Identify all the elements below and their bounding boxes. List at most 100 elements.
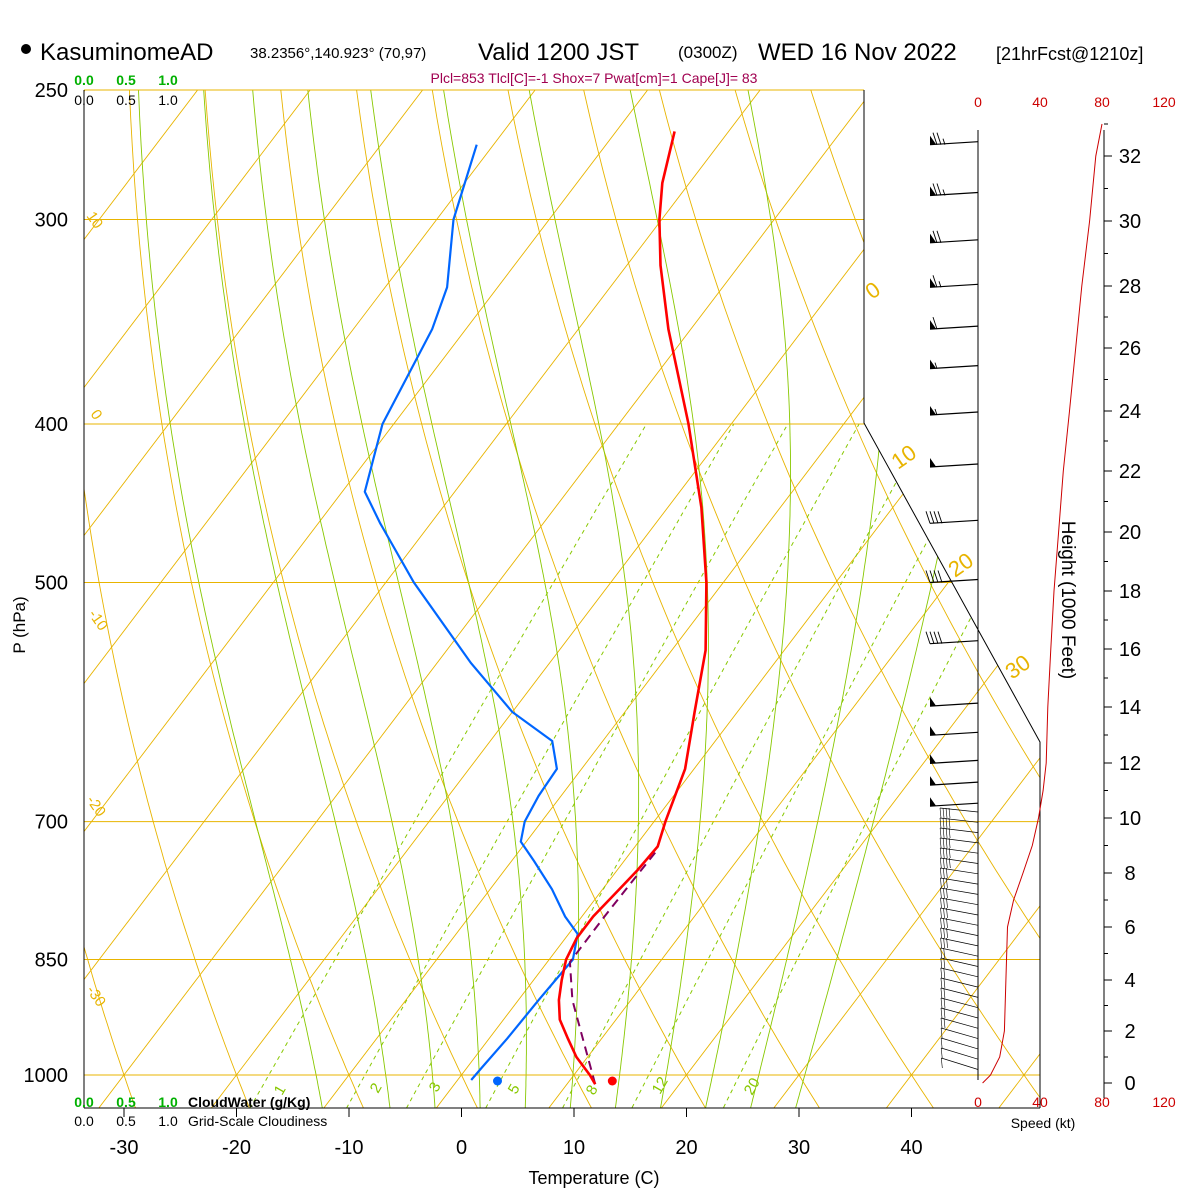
pressure-tick-label: 700 [35,812,68,834]
wind-barb-full [940,907,942,919]
wind-barb-staff [941,1057,979,1070]
isotherm [84,90,243,1108]
isobars [84,89,1040,1076]
wind-barb-full [940,927,942,939]
wind-barb-flag [930,233,936,243]
wind-barb-full [945,817,948,829]
wind-barb-full [929,511,935,524]
wind-barb [929,754,979,764]
wind-barb-full [939,837,942,849]
moist-adiabat [438,90,580,1108]
wind-barb-full [929,631,935,644]
wind-barb-half [934,362,938,369]
wind-barb-full [937,570,943,583]
isotherm [137,90,1031,1108]
surface-temperature-point [607,1076,617,1086]
cloud-water-tick-bottom: 0.0 [74,1094,94,1110]
wind-barb-full [939,827,942,839]
wind-barb-full [932,316,938,330]
cloudiness-tick-bottom: 0.0 [74,1113,94,1129]
x-tick-label: 30 [788,1137,810,1159]
wind-barb [940,897,979,909]
wind-barb-flag [930,776,936,786]
mixing-ratio-label: 2 [367,1080,386,1096]
speed-tick-label-top: 80 [1094,94,1110,110]
wind-barb-flag [930,458,936,467]
wind-barb-flag [930,406,936,415]
wind-barb [940,907,979,919]
wind-barb-full [937,511,943,524]
wind-barb-full [933,631,939,644]
height-tick-label: 2 [1124,1021,1135,1043]
dry-adiabat [277,90,593,1108]
wind-barb-full [940,1027,943,1039]
isotherm [700,90,1040,1108]
moist-adiabat [304,90,481,1108]
height-tick-label: 10 [1119,808,1141,830]
wind-barb-full [948,827,951,839]
speed-tick-label-bottom: 40 [1032,1094,1048,1110]
wind-barb-staff [940,907,979,916]
wind-barb [940,927,979,939]
right-frame [863,90,1041,1108]
speed-tick-label-top: 40 [1032,94,1048,110]
height-tick-label: 16 [1119,639,1141,661]
wind-barb-full [940,957,943,969]
wind-barb [940,977,979,989]
height-tick-label: 22 [1119,461,1141,483]
wind-barb-full [936,230,942,243]
wind-barb [925,511,979,524]
wind-barb [929,316,979,330]
wind-barb-full [936,183,942,196]
dry-adiabat [202,90,479,1108]
wind-barb [939,827,979,839]
wind-barb-staff [940,977,979,988]
mixing-ratio-line [233,423,647,1108]
wind-barb-full [946,887,948,899]
wind-barb [940,1047,979,1060]
mixing-ratio-label: 5 [505,1081,524,1097]
wind-barb [939,837,979,849]
moist-adiabat [523,90,640,1108]
wind-barb-full [940,857,942,869]
wind-barb [939,807,979,819]
height-axis-label: Height (1000 Feet) [1057,521,1078,679]
speed-tick-label-bottom: 120 [1152,1094,1176,1110]
wind-barb-full [943,1007,946,1019]
mixing-ratio-label: 20 [741,1075,764,1098]
cloudiness-tick-bottom: 0.5 [116,1113,136,1129]
wind-barb-full [948,807,951,819]
wind-barb-full [940,917,942,929]
wind-barb-full [946,907,948,919]
wind-barb-full [942,837,945,849]
mixing-ratio-line [470,423,860,1108]
wind-barb [939,817,979,829]
wind-barb-full [932,230,938,243]
wind-barb-full [943,947,945,959]
isotherm [84,90,806,1108]
wind-barb-full [940,977,943,989]
wind-barb-full [936,132,942,145]
wind-barb-staff [940,837,979,844]
wind-barb-full [933,570,939,583]
wind-barb-staff [929,141,979,146]
height-tick-label: 6 [1124,917,1135,939]
cloud-water-tick-bottom: 1.0 [158,1094,178,1110]
wind-barb-full [946,937,948,949]
wind-barb-full [925,631,931,644]
wind-barb-staff [929,411,979,416]
temperature-series-line [557,131,708,1085]
isotherm [250,90,1040,1108]
dry-adiabat [427,90,821,1108]
wind-barb-staff [929,365,979,370]
theta-label: 0 [87,407,106,424]
dry-adiabat [84,90,137,1108]
x-tick-label: 10 [563,1137,585,1159]
wind-barb [929,275,979,288]
pressure-tick-label: 500 [35,573,68,595]
wind-barb [940,957,979,969]
